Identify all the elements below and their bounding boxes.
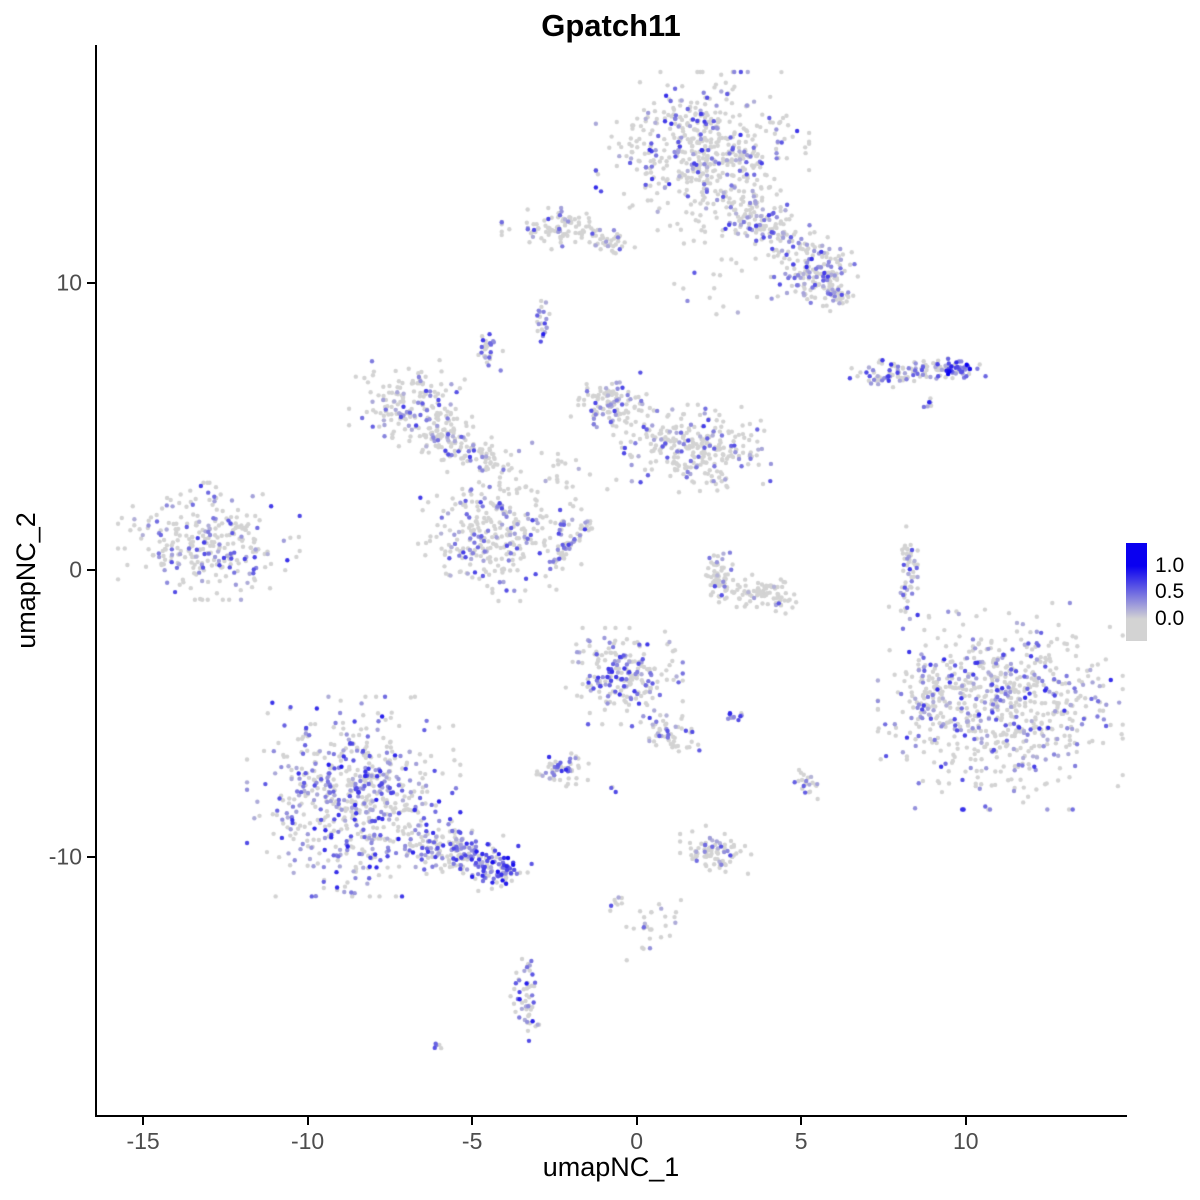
- x-tick-mark: [964, 1117, 967, 1125]
- x-tick-mark: [471, 1117, 474, 1125]
- scatter-canvas: [97, 45, 1127, 1115]
- legend-tick-label: 0.5: [1155, 580, 1185, 603]
- y-axis-title: umapNC_2: [10, 511, 41, 649]
- x-tick-label: -5: [461, 1128, 483, 1154]
- legend-colorbar: 1.0 0.5 0.0: [1126, 543, 1200, 641]
- legend-tick-label: 1.0: [1155, 554, 1185, 578]
- y-tick-mark: [87, 568, 95, 571]
- x-tick-mark: [306, 1117, 309, 1125]
- plot-title: Gpatch11: [541, 8, 681, 43]
- y-tick-mark: [87, 282, 95, 285]
- colorbar-gradient: [1126, 543, 1147, 641]
- x-tick-label: -10: [290, 1128, 325, 1154]
- y-tick-label: 10: [56, 269, 82, 296]
- y-tick-mark: [87, 855, 95, 858]
- x-tick-label: 5: [794, 1128, 808, 1154]
- y-axis-title-wrap: umapNC_2: [4, 45, 48, 1115]
- y-tick-label: 0: [69, 556, 82, 583]
- legend-tick-label: 0.0: [1155, 606, 1185, 630]
- x-tick-label: 10: [952, 1128, 979, 1154]
- x-tick-mark: [800, 1117, 803, 1125]
- x-tick-label: 0: [630, 1128, 644, 1154]
- plot-area: [95, 45, 1127, 1117]
- x-tick-label: -15: [126, 1128, 160, 1154]
- x-tick-mark: [142, 1117, 145, 1125]
- x-axis-title: umapNC_1: [542, 1152, 680, 1182]
- y-tick-label: -10: [48, 843, 82, 870]
- x-tick-mark: [635, 1117, 638, 1125]
